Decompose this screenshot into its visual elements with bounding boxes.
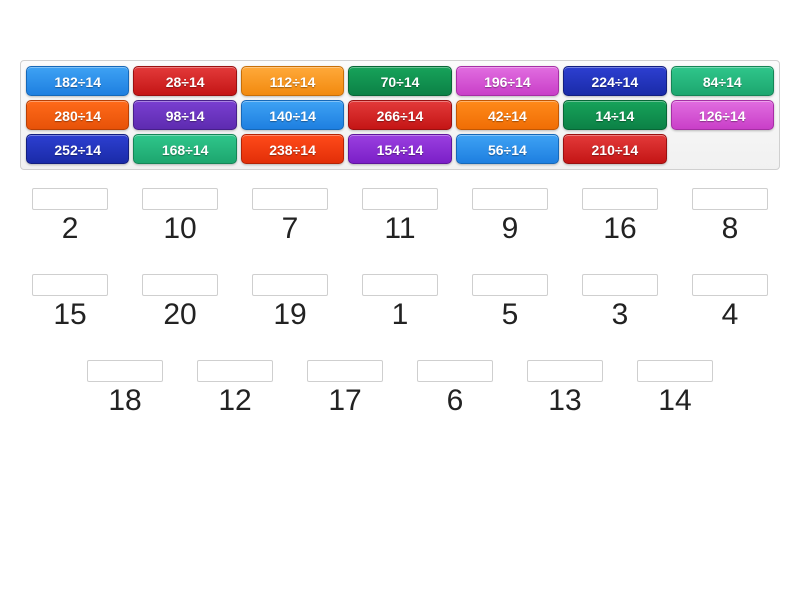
draggable-tile[interactable]: 140÷14 <box>241 100 344 130</box>
drop-slot[interactable] <box>197 360 273 382</box>
draggable-tile[interactable]: 168÷14 <box>133 134 236 164</box>
drop-slot[interactable] <box>527 360 603 382</box>
drop-slot[interactable] <box>417 360 493 382</box>
answer-cell: 11 <box>350 188 450 264</box>
answer-label: 14 <box>658 384 691 418</box>
answer-cell: 18 <box>75 360 175 436</box>
draggable-tile[interactable]: 112÷14 <box>241 66 344 96</box>
answer-label: 18 <box>108 384 141 418</box>
draggable-tile[interactable]: 14÷14 <box>563 100 666 130</box>
answer-label: 11 <box>384 212 415 246</box>
answer-label: 3 <box>612 298 629 332</box>
draggable-tile[interactable]: 56÷14 <box>456 134 559 164</box>
answer-label: 12 <box>218 384 251 418</box>
drop-slot[interactable] <box>87 360 163 382</box>
draggable-tile[interactable]: 280÷14 <box>26 100 129 130</box>
answer-cell: 6 <box>405 360 505 436</box>
drop-slot[interactable] <box>142 274 218 296</box>
answer-cell: 1 <box>350 274 450 350</box>
answer-label: 6 <box>447 384 464 418</box>
answer-cell: 3 <box>570 274 670 350</box>
drop-slot[interactable] <box>252 274 328 296</box>
answer-cell: 15 <box>20 274 120 350</box>
answer-label: 19 <box>273 298 306 332</box>
answer-label: 10 <box>163 212 196 246</box>
draggable-tile[interactable]: 238÷14 <box>241 134 344 164</box>
draggable-tile[interactable]: 84÷14 <box>671 66 774 96</box>
answer-label: 4 <box>722 298 739 332</box>
answer-cell: 9 <box>460 188 560 264</box>
draggable-tile[interactable]: 126÷14 <box>671 100 774 130</box>
draggable-tile[interactable]: 266÷14 <box>348 100 451 130</box>
drop-slot[interactable] <box>692 188 768 210</box>
drop-slot[interactable] <box>582 274 658 296</box>
drop-slot[interactable] <box>32 188 108 210</box>
answer-cell: 16 <box>570 188 670 264</box>
draggable-tile[interactable]: 252÷14 <box>26 134 129 164</box>
tile-tray: 182÷1428÷14112÷1470÷14196÷14224÷1484÷14 2… <box>20 60 780 170</box>
answer-cell: 5 <box>460 274 560 350</box>
answer-label: 20 <box>163 298 196 332</box>
answers-grid: 2107119168152019153418121761314 <box>20 188 780 436</box>
drop-slot[interactable] <box>362 274 438 296</box>
answer-cell: 14 <box>625 360 725 436</box>
answer-label: 9 <box>502 212 519 246</box>
drop-slot[interactable] <box>307 360 383 382</box>
answer-cell: 12 <box>185 360 285 436</box>
draggable-tile[interactable]: 210÷14 <box>563 134 666 164</box>
draggable-tile[interactable]: 98÷14 <box>133 100 236 130</box>
answer-cell: 19 <box>240 274 340 350</box>
answer-cell: 20 <box>130 274 230 350</box>
answer-cell: 2 <box>20 188 120 264</box>
draggable-tile[interactable]: 224÷14 <box>563 66 666 96</box>
answer-label: 8 <box>722 212 739 246</box>
drop-slot[interactable] <box>472 274 548 296</box>
answer-label: 16 <box>603 212 636 246</box>
drop-slot[interactable] <box>142 188 218 210</box>
answer-cell: 7 <box>240 188 340 264</box>
draggable-tile[interactable]: 42÷14 <box>456 100 559 130</box>
answer-label: 17 <box>328 384 361 418</box>
answer-cell: 8 <box>680 188 780 264</box>
draggable-tile[interactable]: 182÷14 <box>26 66 129 96</box>
answer-label: 1 <box>392 298 409 332</box>
drop-slot[interactable] <box>252 188 328 210</box>
answer-cell: 4 <box>680 274 780 350</box>
drop-slot[interactable] <box>582 188 658 210</box>
draggable-tile[interactable]: 28÷14 <box>133 66 236 96</box>
drop-slot[interactable] <box>637 360 713 382</box>
draggable-tile[interactable]: 154÷14 <box>348 134 451 164</box>
drop-slot[interactable] <box>362 188 438 210</box>
answer-cell: 13 <box>515 360 615 436</box>
answer-label: 7 <box>282 212 299 246</box>
answer-cell: 17 <box>295 360 395 436</box>
answer-label: 5 <box>502 298 519 332</box>
answer-cell: 10 <box>130 188 230 264</box>
answer-label: 15 <box>53 298 86 332</box>
draggable-tile[interactable]: 196÷14 <box>456 66 559 96</box>
drop-slot[interactable] <box>32 274 108 296</box>
answer-label: 13 <box>548 384 581 418</box>
answer-label: 2 <box>62 212 79 246</box>
drop-slot[interactable] <box>692 274 768 296</box>
draggable-tile[interactable]: 70÷14 <box>348 66 451 96</box>
drop-slot[interactable] <box>472 188 548 210</box>
